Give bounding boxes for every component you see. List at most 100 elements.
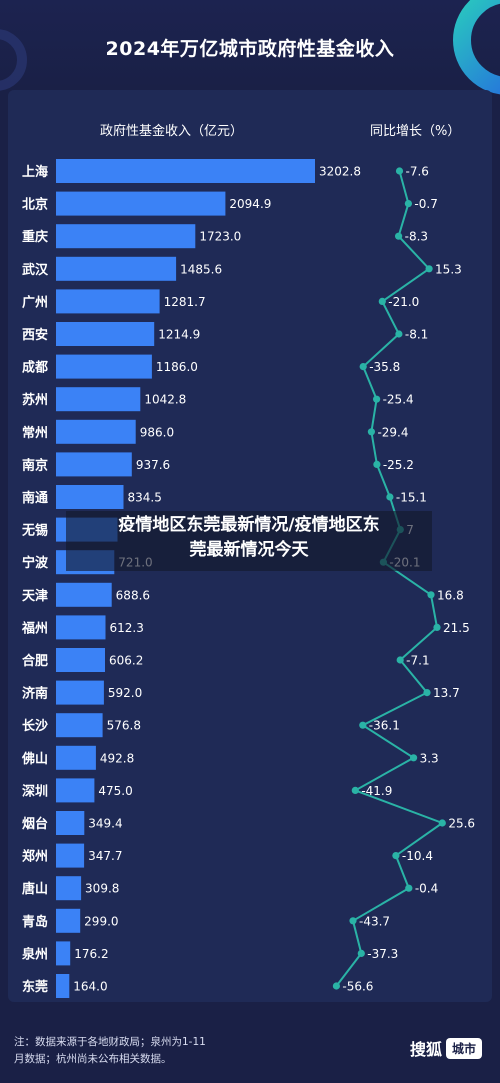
growth-value-label-2: -8.3: [405, 230, 428, 244]
category-label-17: 长沙: [22, 718, 48, 734]
category-label-6: 成都: [22, 360, 48, 376]
growth-point-9: [373, 460, 381, 468]
growth-line: [335, 170, 445, 987]
growth-value-label-23: -43.7: [359, 914, 390, 928]
growth-point-23: [349, 917, 357, 925]
header-band: [0, 0, 500, 90]
headline-overlay-text: 疫情地区东莞最新情况/疫情地区东 莞最新情况今天: [66, 513, 432, 563]
bar-1: [56, 191, 226, 216]
growth-value-label-10: -15.1: [396, 491, 427, 505]
growth-point-10: [386, 493, 394, 501]
category-label-10: 南通: [22, 490, 48, 506]
growth-point-18: [410, 754, 418, 762]
growth-value-label-8: -29.4: [377, 425, 408, 439]
growth-value-label-4: -21.0: [388, 295, 419, 309]
bar-value-label-16: 592.0: [108, 686, 142, 700]
bar-value-label-23: 299.0: [84, 914, 118, 928]
bar-value-label-18: 492.8: [100, 751, 134, 765]
growth-point-25: [332, 982, 340, 990]
category-label-0: 上海: [22, 164, 48, 180]
growth-value-label-13: 16.8: [437, 588, 464, 602]
growth-value-label-0: -7.6: [406, 165, 429, 179]
category-label-5: 西安: [22, 327, 48, 343]
category-label-25: 东莞: [22, 979, 48, 995]
growth-point-2: [395, 232, 403, 240]
category-label-4: 广州: [22, 294, 48, 310]
growth-point-19: [351, 786, 359, 795]
growth-value-label-9: -25.2: [383, 458, 414, 472]
category-label-24: 泉州: [22, 946, 48, 962]
growth-point-7: [373, 395, 381, 403]
bar-value-label-3: 1485.6: [180, 262, 222, 276]
category-label-21: 郑州: [22, 849, 48, 865]
ring-top-right: [453, 0, 500, 95]
growth-column-header: 同比增长（%）: [370, 124, 461, 139]
growth-value-label-1: -0.7: [414, 197, 437, 211]
growth-point-0: [395, 167, 404, 175]
growth-point-6: [359, 363, 367, 371]
bar-value-label-8: 986.0: [140, 425, 174, 439]
growth-value-label-18: 3.3: [420, 751, 439, 765]
growth-value-label-20: 25.6: [448, 817, 475, 831]
headline-overlay: [66, 511, 432, 571]
bar-value-label-13: 688.6: [116, 588, 150, 602]
bar-value-label-17: 576.8: [107, 719, 141, 733]
bar-17: [56, 713, 103, 738]
logo-badge: 城市: [446, 1037, 483, 1059]
growth-point-8: [367, 428, 375, 436]
bar-value-label-24: 176.2: [74, 947, 108, 961]
growth-value-label-25: -56.6: [342, 980, 373, 994]
bar-value-label-9: 937.6: [136, 458, 170, 472]
bar-value-label-20: 349.4: [88, 817, 122, 831]
growth-value-label-14: 21.5: [443, 621, 470, 635]
bar-2: [56, 224, 196, 249]
category-label-9: 南京: [22, 457, 48, 473]
growth-value-label-5: -8.1: [405, 328, 428, 342]
footnote-line-1: 注：数据来源于各地财政局；泉州为1-11: [14, 1036, 206, 1048]
bar-column-header: 政府性基金收入（亿元）: [100, 124, 244, 139]
bar-8: [56, 419, 136, 444]
category-label-16: 济南: [22, 686, 48, 702]
bar-0: [56, 159, 315, 183]
ring-left: [0, 29, 27, 91]
bar-5: [56, 322, 155, 346]
category-label-18: 佛山: [21, 751, 48, 767]
category-label-2: 重庆: [22, 229, 48, 245]
growth-value-label-3: 15.3: [435, 262, 462, 276]
category-label-12: 宁波: [22, 555, 49, 571]
category-label-11: 无锡: [21, 523, 48, 539]
growth-point-21: [392, 852, 400, 860]
category-label-19: 深圳: [22, 783, 48, 799]
decorative-rings: [0, 0, 500, 95]
growth-point-3: [425, 265, 433, 273]
growth-point-22: [405, 884, 413, 892]
logo-text: 搜狐: [410, 1040, 443, 1059]
bar-value-label-7: 1042.8: [144, 393, 186, 407]
growth-value-label-19: -41.9: [361, 784, 392, 798]
growth-value-label-6: -35.8: [369, 360, 400, 374]
category-label-8: 常州: [22, 425, 48, 441]
growth-point-17: [359, 721, 367, 729]
footnote: 注：数据来源于各地财政局；泉州为1-11 月数据；杭州尚未公布相关数据。: [14, 1034, 244, 1068]
category-label-7: 苏州: [22, 392, 48, 408]
bar-value-label-15: 606.2: [109, 654, 143, 668]
growth-point-24: [357, 949, 365, 958]
bar-22: [56, 876, 82, 901]
bar-value-label-14: 612.3: [110, 621, 144, 635]
bar-7: [56, 387, 141, 412]
growth-point-13: [427, 591, 435, 599]
bar-value-label-25: 164.0: [73, 980, 107, 994]
growth-value-label-16: 13.7: [433, 686, 460, 700]
footnote-line-2: 月数据；杭州尚未公布相关数据。: [14, 1053, 172, 1065]
bar-25: [56, 974, 70, 998]
growth-point-16: [423, 689, 431, 697]
bar-24: [56, 941, 71, 966]
bar-value-label-10: 834.5: [127, 491, 161, 505]
bar-value-label-5: 1214.9: [158, 328, 200, 342]
bar-15: [56, 648, 105, 672]
bar-18: [56, 745, 96, 770]
bar-21: [56, 843, 85, 868]
category-label-22: 唐山: [22, 881, 48, 897]
bar-value-label-2: 1723.0: [199, 230, 241, 244]
headline-line-1: 疫情地区东莞最新情况/疫情地区东: [118, 515, 380, 535]
